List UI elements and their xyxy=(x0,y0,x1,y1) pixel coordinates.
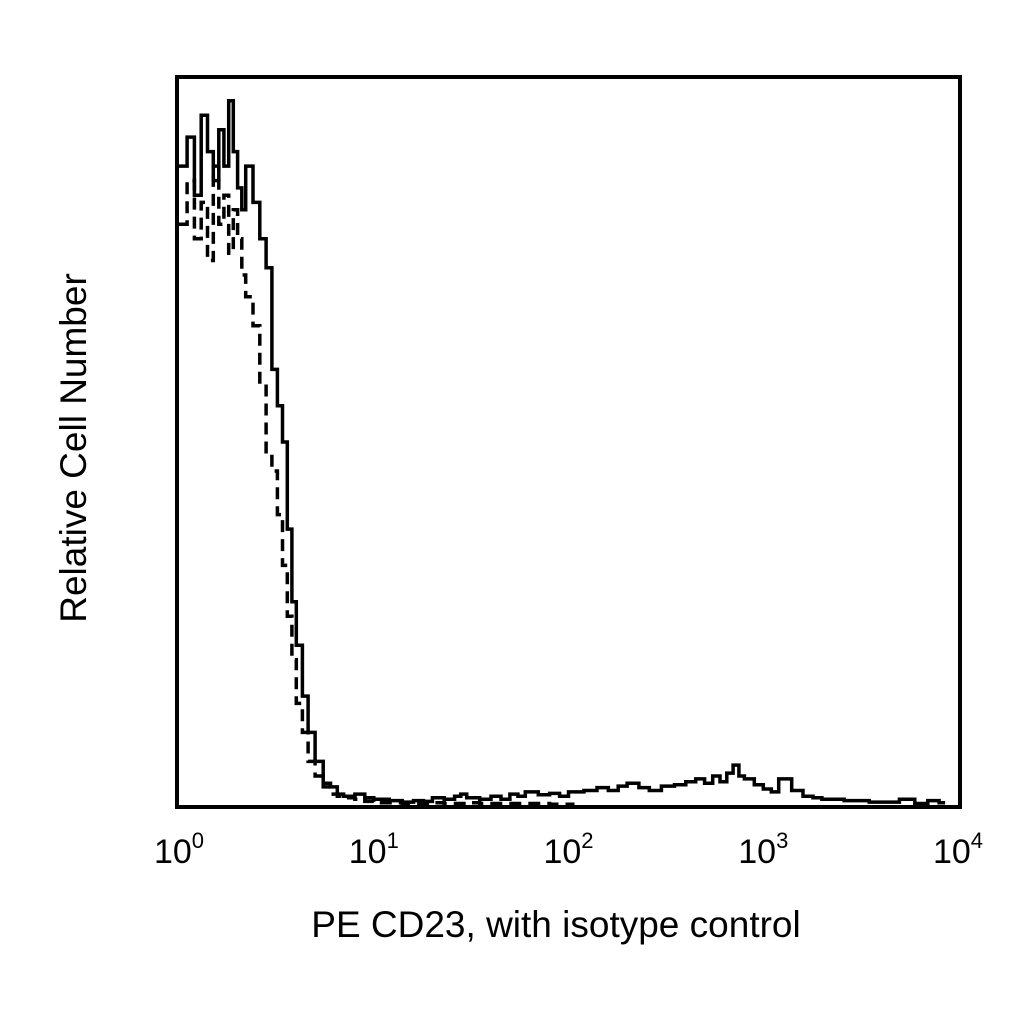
x-tick-base: 10 xyxy=(154,833,192,871)
x-tick-base: 10 xyxy=(349,833,387,871)
x-tick-label: 100 xyxy=(154,828,204,871)
x-tick-exponent: 2 xyxy=(581,828,593,853)
plot-frame xyxy=(175,75,962,809)
isotype-control-histogram xyxy=(179,164,575,807)
x-tick-base: 10 xyxy=(543,833,581,871)
x-tick-base: 10 xyxy=(738,833,776,871)
x-tick-label: 104 xyxy=(933,828,983,871)
pe-cd23-histogram xyxy=(179,99,946,806)
x-tick-label: 101 xyxy=(349,828,399,871)
x-axis-title: PE CD23, with isotype control xyxy=(311,904,800,945)
x-tick-label: 102 xyxy=(543,828,593,871)
x-tick-exponent: 3 xyxy=(776,828,788,853)
y-axis-title: Relative Cell Number xyxy=(53,273,94,623)
x-tick-exponent: 0 xyxy=(192,828,204,853)
x-tick-exponent: 1 xyxy=(387,828,399,853)
series-layer xyxy=(179,99,946,807)
x-tick-base: 10 xyxy=(933,833,971,871)
x-tick-label: 103 xyxy=(738,828,788,871)
x-tick-exponent: 4 xyxy=(971,828,983,853)
x-tick-labels: 100 101 102 103 104 xyxy=(154,828,983,871)
